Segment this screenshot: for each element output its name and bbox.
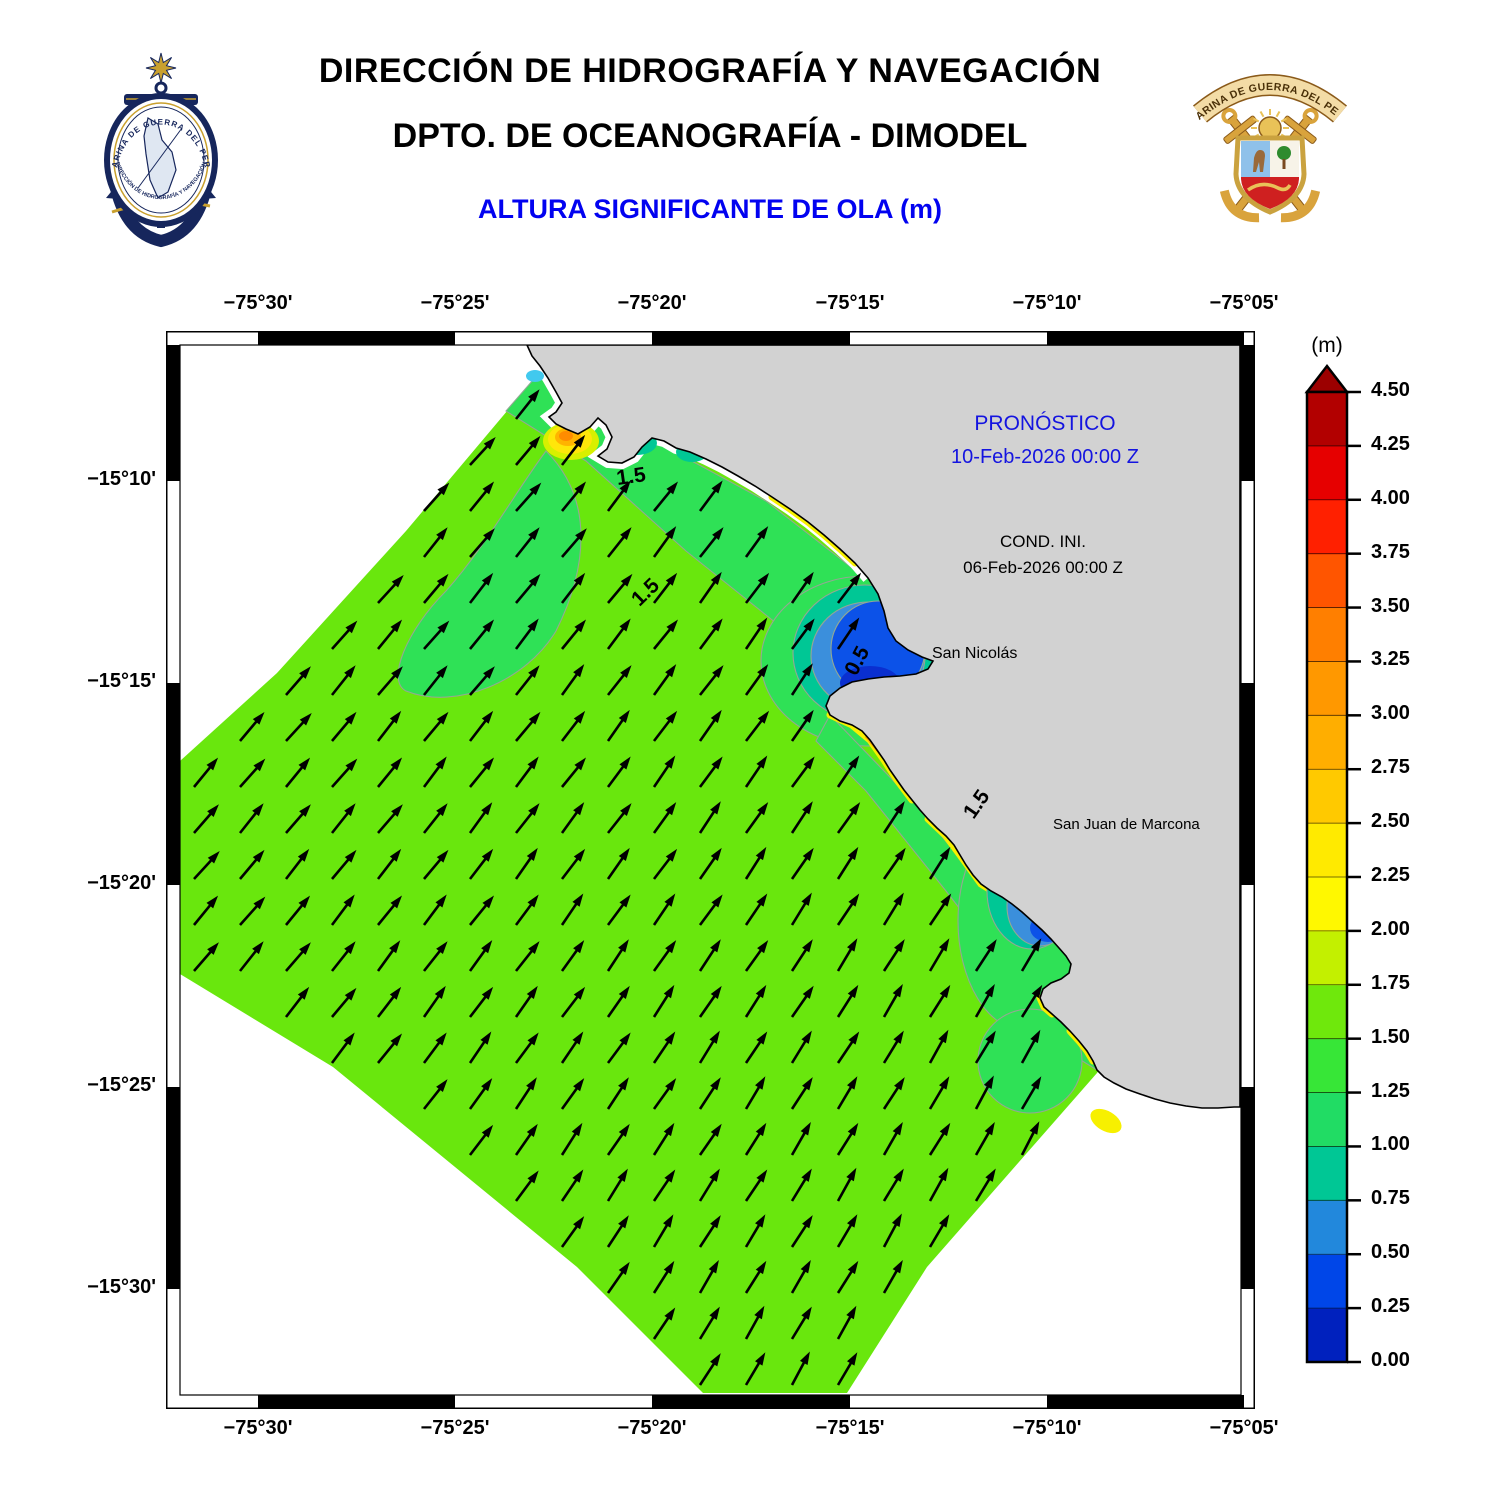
colorbar-segment: [1307, 1146, 1347, 1201]
colorbar-over-arrow: [1304, 363, 1350, 394]
colorbar-segment: [1307, 1200, 1347, 1255]
x-axis-tick-label-bottom: −75°10': [1012, 1417, 1082, 1439]
x-axis-tick-label-bottom: −75°20': [617, 1417, 687, 1439]
colorbar-segment: [1307, 499, 1347, 555]
colorbar-segment: [1307, 984, 1347, 1040]
colorbar-tick-label: 3.75: [1371, 540, 1410, 563]
colorbar-segment: [1307, 1254, 1347, 1309]
colorbar-tick-label: 1.75: [1371, 971, 1410, 994]
map-canvas: 1.51.50.51.5: [166, 331, 1255, 1409]
colorbar-tick-label: 0.50: [1371, 1241, 1410, 1264]
colorbar-segment: [1307, 392, 1347, 447]
x-axis-tick-label-top: −75°30': [223, 292, 293, 314]
x-axis-tick-label-top: −75°25': [420, 292, 490, 314]
colorbar-segment: [1307, 553, 1347, 609]
colorbar-tick-label: 0.75: [1371, 1187, 1410, 1210]
colorbar-segment: [1307, 445, 1347, 501]
forecast-label: PRONÓSTICO: [974, 412, 1116, 435]
contour-label: 1.5: [615, 463, 647, 490]
colorbar-segment: [1307, 1092, 1347, 1147]
colorbar-segment: [1307, 930, 1347, 986]
wave-direction-arrows: [192, 389, 1043, 1386]
colorbar-segment: [1307, 715, 1347, 770]
colorbar-tick-label: 0.25: [1371, 1295, 1410, 1318]
colorbar-segment: [1307, 769, 1347, 824]
y-axis-tick-label: −15°25': [87, 1074, 156, 1096]
colorbar: [1304, 363, 1361, 1364]
colorbar-tick-label: 1.25: [1371, 1079, 1410, 1102]
initial-condition-date: 06-Feb-2026 00:00 Z: [963, 558, 1123, 577]
plot-title: ALTURA SIGNIFICANTE DE OLA (m): [478, 194, 942, 224]
forecast-date: 10-Feb-2026 00:00 Z: [951, 446, 1139, 468]
star-icon: [145, 52, 177, 84]
x-axis-tick-label-top: −75°20': [617, 292, 687, 314]
y-axis-tick-label: −15°30': [87, 1276, 156, 1298]
colorbar-segment: [1307, 877, 1347, 932]
colorbar-tick-label: 3.25: [1371, 648, 1410, 671]
x-axis-tick-label-top: −75°15': [815, 292, 885, 314]
vicuna-icon: [1253, 150, 1265, 172]
page-title: DIRECCIÓN DE HIDROGRAFÍA Y NAVEGACIÓN: [318, 52, 1102, 90]
x-axis-tick-label-top: −75°10': [1012, 292, 1082, 314]
colorbar-tick-label: 4.00: [1371, 486, 1410, 509]
coastal-cyan-patch: [526, 370, 544, 382]
colorbar-tick-label: 2.00: [1371, 917, 1410, 940]
cornucopia-icon: [1246, 182, 1292, 192]
colorbar-segment: [1307, 1038, 1347, 1094]
colorbar-tick-label: 2.50: [1371, 810, 1410, 833]
colorbar-segment: [1307, 823, 1347, 878]
initial-condition-label: COND. INI.: [1000, 532, 1086, 551]
y-axis-tick-label: −15°20': [87, 872, 156, 894]
colorbar-tick-label: 1.50: [1371, 1025, 1410, 1048]
x-axis-tick-label-top: −75°05': [1209, 292, 1279, 314]
place-label-san-juan: San Juan de Marcona: [1053, 816, 1200, 833]
y-axis-tick-label: −15°10': [87, 468, 156, 490]
colorbar-segment: [1307, 1308, 1347, 1363]
colorbar-tick-label: 1.00: [1371, 1133, 1410, 1156]
colorbar-tick-label: 0.00: [1371, 1349, 1410, 1371]
colorbar-tick-label: 4.50: [1371, 379, 1410, 401]
x-axis-tick-label-bottom: −75°05': [1209, 1417, 1279, 1439]
place-label-san-nicolas: San Nicolás: [932, 645, 1018, 662]
y-axis-tick-label: −15°15': [87, 670, 156, 692]
colorbar-tick-label: 3.50: [1371, 594, 1410, 617]
page-title-dept: DPTO. DE OCEANOGRAFÍA - DIMODEL: [392, 117, 1028, 155]
colorbar-segment: [1307, 661, 1347, 716]
land: [525, 344, 1241, 1109]
anchor-arms: [110, 186, 212, 248]
colorbar-tick-label: 4.25: [1371, 432, 1410, 455]
colorbar-unit-label: (m): [1311, 334, 1343, 357]
colorbar-segment: [1307, 607, 1347, 662]
navy-crest-logo: MARINA DE GUERRA DEL PERU: [1183, 37, 1348, 223]
colorbar-tick-label: 2.25: [1371, 864, 1410, 886]
map-frame: [166, 331, 1255, 1409]
x-axis-tick-label-bottom: −75°30': [223, 1417, 293, 1439]
tree-icon: [1277, 146, 1291, 160]
colorbar-tick-label: 2.75: [1371, 756, 1410, 779]
x-axis-tick-label-bottom: −75°25': [420, 1417, 490, 1439]
colorbar-tick-label: 3.00: [1371, 702, 1410, 725]
x-axis-tick-label-bottom: −75°15': [815, 1417, 885, 1439]
